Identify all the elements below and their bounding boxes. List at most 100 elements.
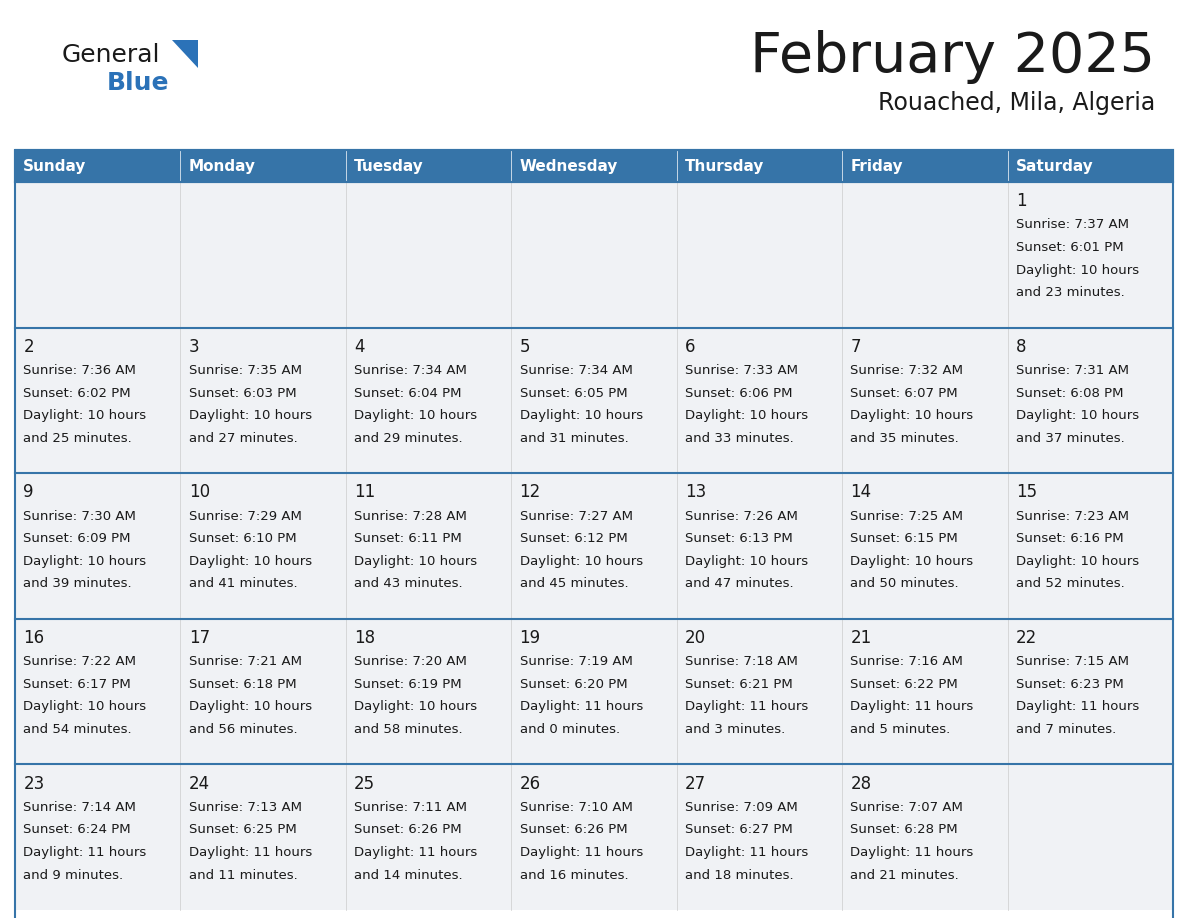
Text: Sunrise: 7:34 AM: Sunrise: 7:34 AM — [519, 364, 632, 377]
Text: Wednesday: Wednesday — [519, 159, 618, 174]
Text: February 2025: February 2025 — [750, 30, 1155, 84]
Text: 22: 22 — [1016, 629, 1037, 647]
Text: Daylight: 11 hours: Daylight: 11 hours — [851, 845, 974, 859]
Text: Daylight: 10 hours: Daylight: 10 hours — [685, 554, 808, 567]
Text: and 25 minutes.: and 25 minutes. — [24, 431, 132, 444]
Text: Sunset: 6:11 PM: Sunset: 6:11 PM — [354, 532, 462, 545]
Bar — [181, 150, 346, 182]
Text: Daylight: 11 hours: Daylight: 11 hours — [354, 845, 478, 859]
Text: Sunrise: 7:31 AM: Sunrise: 7:31 AM — [1016, 364, 1129, 377]
Bar — [677, 619, 842, 765]
Text: Sunrise: 7:15 AM: Sunrise: 7:15 AM — [1016, 655, 1129, 668]
Text: Daylight: 11 hours: Daylight: 11 hours — [1016, 700, 1139, 713]
Text: 1: 1 — [1016, 192, 1026, 210]
Text: and 18 minutes.: and 18 minutes. — [685, 868, 794, 881]
Bar — [15, 182, 181, 328]
Text: 20: 20 — [685, 629, 706, 647]
Text: Blue: Blue — [107, 71, 170, 95]
Text: and 50 minutes.: and 50 minutes. — [851, 577, 959, 590]
Text: Sunrise: 7:26 AM: Sunrise: 7:26 AM — [685, 509, 798, 522]
Bar — [677, 765, 842, 910]
Text: 12: 12 — [519, 484, 541, 501]
Text: Daylight: 10 hours: Daylight: 10 hours — [851, 409, 973, 422]
Text: Sunset: 6:23 PM: Sunset: 6:23 PM — [1016, 677, 1124, 690]
Bar — [677, 328, 842, 473]
Text: Sunset: 6:26 PM: Sunset: 6:26 PM — [354, 823, 462, 836]
Bar — [181, 765, 346, 910]
Text: Sunrise: 7:27 AM: Sunrise: 7:27 AM — [519, 509, 632, 522]
Text: Sunrise: 7:09 AM: Sunrise: 7:09 AM — [685, 800, 797, 813]
Bar — [15, 150, 181, 182]
Text: and 3 minutes.: and 3 minutes. — [685, 722, 785, 736]
Polygon shape — [172, 40, 198, 68]
Text: 6: 6 — [685, 338, 695, 356]
Text: and 5 minutes.: and 5 minutes. — [851, 722, 950, 736]
Text: Daylight: 10 hours: Daylight: 10 hours — [24, 554, 146, 567]
Text: Daylight: 11 hours: Daylight: 11 hours — [519, 700, 643, 713]
Text: Sunset: 6:09 PM: Sunset: 6:09 PM — [24, 532, 131, 545]
Text: Sunset: 6:12 PM: Sunset: 6:12 PM — [519, 532, 627, 545]
Bar — [842, 328, 1007, 473]
Text: Sunrise: 7:28 AM: Sunrise: 7:28 AM — [354, 509, 467, 522]
Text: 17: 17 — [189, 629, 210, 647]
Text: 27: 27 — [685, 775, 706, 792]
Text: Tuesday: Tuesday — [354, 159, 424, 174]
Text: Sunrise: 7:16 AM: Sunrise: 7:16 AM — [851, 655, 963, 668]
Text: Sunset: 6:18 PM: Sunset: 6:18 PM — [189, 677, 296, 690]
Bar — [346, 619, 511, 765]
Text: Sunset: 6:22 PM: Sunset: 6:22 PM — [851, 677, 959, 690]
Text: Sunset: 6:24 PM: Sunset: 6:24 PM — [24, 823, 131, 836]
Text: Sunset: 6:01 PM: Sunset: 6:01 PM — [1016, 241, 1124, 254]
Bar — [181, 182, 346, 328]
Text: 9: 9 — [24, 484, 33, 501]
Text: Sunset: 6:13 PM: Sunset: 6:13 PM — [685, 532, 792, 545]
Bar — [842, 619, 1007, 765]
Text: Sunset: 6:15 PM: Sunset: 6:15 PM — [851, 532, 959, 545]
Bar — [15, 328, 181, 473]
Text: 8: 8 — [1016, 338, 1026, 356]
Bar — [346, 328, 511, 473]
Text: Sunset: 6:28 PM: Sunset: 6:28 PM — [851, 823, 958, 836]
Text: Daylight: 10 hours: Daylight: 10 hours — [354, 700, 478, 713]
Text: and 37 minutes.: and 37 minutes. — [1016, 431, 1125, 444]
Text: Daylight: 11 hours: Daylight: 11 hours — [685, 845, 808, 859]
Text: Daylight: 10 hours: Daylight: 10 hours — [189, 409, 311, 422]
Bar — [346, 182, 511, 328]
Text: Thursday: Thursday — [685, 159, 764, 174]
Text: and 35 minutes.: and 35 minutes. — [851, 431, 959, 444]
Bar — [511, 473, 677, 619]
Bar — [346, 473, 511, 619]
Bar — [511, 182, 677, 328]
Text: Daylight: 10 hours: Daylight: 10 hours — [1016, 554, 1139, 567]
Text: Sunrise: 7:36 AM: Sunrise: 7:36 AM — [24, 364, 137, 377]
Text: Daylight: 10 hours: Daylight: 10 hours — [354, 554, 478, 567]
Text: and 21 minutes.: and 21 minutes. — [851, 868, 959, 881]
Text: and 23 minutes.: and 23 minutes. — [1016, 286, 1125, 299]
Text: 5: 5 — [519, 338, 530, 356]
Text: Daylight: 10 hours: Daylight: 10 hours — [1016, 263, 1139, 276]
Text: Daylight: 10 hours: Daylight: 10 hours — [354, 409, 478, 422]
Text: Sunrise: 7:19 AM: Sunrise: 7:19 AM — [519, 655, 632, 668]
Bar — [1007, 150, 1173, 182]
Text: 25: 25 — [354, 775, 375, 792]
Text: and 41 minutes.: and 41 minutes. — [189, 577, 297, 590]
Text: Sunrise: 7:30 AM: Sunrise: 7:30 AM — [24, 509, 137, 522]
Text: Daylight: 10 hours: Daylight: 10 hours — [189, 554, 311, 567]
Text: Monday: Monday — [189, 159, 255, 174]
Text: 3: 3 — [189, 338, 200, 356]
Bar — [15, 473, 181, 619]
Text: and 11 minutes.: and 11 minutes. — [189, 868, 297, 881]
Bar — [842, 473, 1007, 619]
Text: Daylight: 10 hours: Daylight: 10 hours — [519, 554, 643, 567]
Bar — [15, 150, 1173, 182]
Text: Sunset: 6:21 PM: Sunset: 6:21 PM — [685, 677, 792, 690]
Text: Sunrise: 7:32 AM: Sunrise: 7:32 AM — [851, 364, 963, 377]
Text: Sunrise: 7:11 AM: Sunrise: 7:11 AM — [354, 800, 467, 813]
Bar — [1007, 765, 1173, 910]
Text: Sunrise: 7:18 AM: Sunrise: 7:18 AM — [685, 655, 798, 668]
Text: 18: 18 — [354, 629, 375, 647]
Bar — [511, 619, 677, 765]
Bar — [1007, 328, 1173, 473]
Text: Sunrise: 7:34 AM: Sunrise: 7:34 AM — [354, 364, 467, 377]
Text: Daylight: 11 hours: Daylight: 11 hours — [189, 845, 312, 859]
